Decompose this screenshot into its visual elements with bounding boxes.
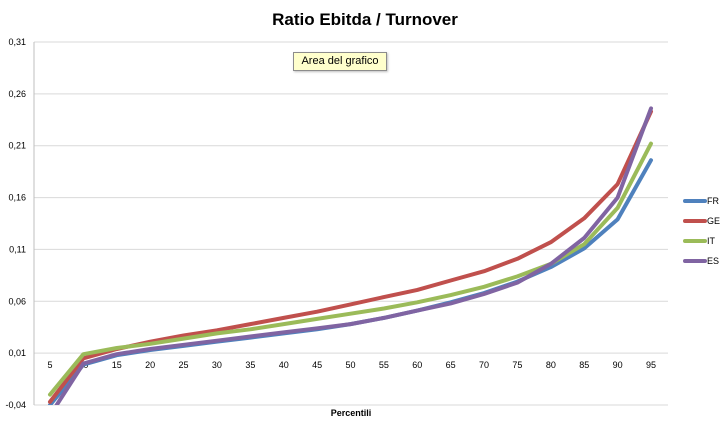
y-tick-label: 0,16	[8, 193, 26, 203]
x-tick-label: 25	[179, 360, 189, 370]
legend[interactable]: FR GE IT ES	[683, 196, 720, 266]
legend-label-fr: FR	[707, 196, 719, 206]
x-tick-label: 35	[245, 360, 255, 370]
series-lines[interactable]	[48, 106, 653, 415]
x-tick-label: 60	[412, 360, 422, 370]
x-tick-label: 65	[446, 360, 456, 370]
x-tick-label: 40	[279, 360, 289, 370]
y-tick-label: 0,26	[8, 89, 26, 99]
y-tick-label: 0,06	[8, 296, 26, 306]
series-line-ge[interactable]	[48, 109, 653, 404]
y-tick-label: 0,11	[9, 244, 26, 254]
x-axis-tick-labels: 5 10 15 20 25 30 35 40 45 50 55 60 65 70 75 80 85 90 95	[47, 360, 656, 370]
y-tick-label: 0,21	[8, 141, 26, 151]
x-axis-title: Percentili	[331, 408, 372, 418]
x-tick-label: 30	[212, 360, 222, 370]
y-tick-label: 0,31	[8, 37, 26, 47]
chart-area-tooltip: Area del grafico	[293, 52, 387, 71]
x-tick-label: 80	[546, 360, 556, 370]
x-tick-label: 15	[112, 360, 122, 370]
x-tick-label: 95	[646, 360, 656, 370]
legend-label-ge: GE	[707, 216, 720, 226]
y-axis-tick-labels: -0,04 0,01 0,06 0,11 0,16 0,21 0,26 0,31	[5, 37, 26, 410]
x-tick-label: 5	[47, 360, 52, 370]
series-line-it[interactable]	[48, 141, 653, 397]
x-tick-label: 90	[613, 360, 623, 370]
x-tick-label: 75	[512, 360, 522, 370]
series-line-es[interactable]	[50, 106, 653, 415]
x-tick-label: 85	[579, 360, 589, 370]
y-tick-label: -0,04	[5, 400, 26, 410]
x-tick-label: 70	[479, 360, 489, 370]
y-tick-label: 0,01	[8, 348, 26, 358]
chart-title: Ratio Ebitda / Turnover	[272, 10, 458, 29]
x-tick-label: 20	[145, 360, 155, 370]
grid-lines	[33, 41, 668, 406]
legend-label-it: IT	[707, 236, 716, 246]
legend-label-es: ES	[707, 256, 719, 266]
x-tick-label: 55	[379, 360, 389, 370]
x-tick-label: 50	[345, 360, 355, 370]
x-tick-label: 45	[312, 360, 322, 370]
